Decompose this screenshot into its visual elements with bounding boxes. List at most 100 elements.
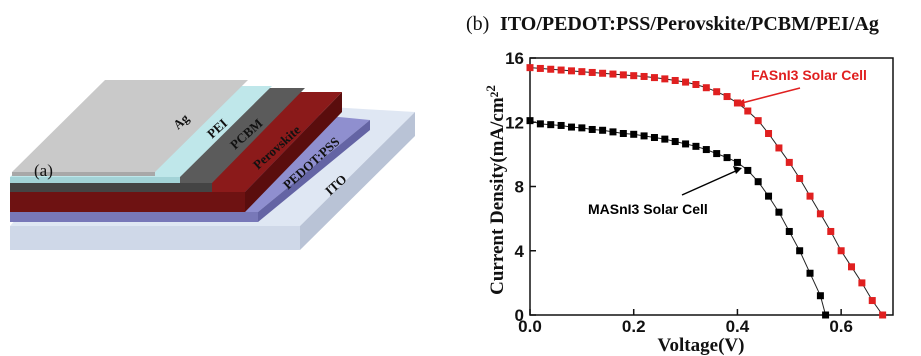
data-point-0 bbox=[547, 65, 555, 73]
data-point-0 bbox=[609, 70, 617, 78]
pcbm-layer-front bbox=[10, 183, 212, 192]
data-point-1 bbox=[785, 227, 793, 235]
data-point-1 bbox=[733, 158, 741, 166]
data-point-1 bbox=[557, 121, 565, 129]
data-point-0 bbox=[837, 247, 845, 255]
data-point-0 bbox=[692, 81, 700, 89]
chart-axes: 0.0 0.2 0.4 0.6 0 4 8 12 16 bbox=[505, 49, 894, 336]
series-layer bbox=[526, 64, 887, 319]
perovskite-layer-side bbox=[245, 92, 342, 212]
data-point-0 bbox=[630, 72, 638, 80]
plot-frame bbox=[529, 57, 894, 316]
series-line-0 bbox=[529, 67, 884, 316]
data-point-1 bbox=[713, 150, 721, 158]
data-point-1 bbox=[578, 124, 586, 132]
data-point-0 bbox=[702, 84, 710, 92]
data-point-0 bbox=[713, 88, 721, 96]
data-point-0 bbox=[868, 297, 876, 305]
data-point-1 bbox=[806, 269, 814, 277]
pei-layer-front bbox=[10, 177, 180, 183]
y-tick-label: 16 bbox=[505, 49, 524, 68]
data-point-0 bbox=[723, 93, 731, 101]
y-axis-label-main: Current Density(mA/cm² bbox=[487, 91, 508, 295]
data-point-0 bbox=[858, 279, 866, 287]
x-tick-label: 0.2 bbox=[622, 317, 646, 336]
annotation-masni3-arrowhead bbox=[733, 166, 742, 174]
data-point-0 bbox=[827, 227, 835, 235]
data-point-1 bbox=[619, 129, 627, 137]
data-point-1 bbox=[526, 117, 534, 125]
data-point-0 bbox=[599, 69, 607, 77]
data-point-1 bbox=[775, 208, 783, 216]
data-point-0 bbox=[650, 74, 658, 82]
data-point-1 bbox=[723, 154, 731, 162]
data-point-0 bbox=[619, 71, 627, 79]
data-point-0 bbox=[640, 72, 648, 80]
data-point-1 bbox=[822, 311, 830, 319]
perovskite-layer-front bbox=[10, 192, 245, 212]
data-point-0 bbox=[567, 67, 575, 75]
data-point-0 bbox=[816, 210, 824, 218]
data-point-1 bbox=[547, 121, 555, 129]
data-point-1 bbox=[671, 138, 679, 146]
y-tick-label: 4 bbox=[515, 242, 525, 261]
x-tick-label: 0.6 bbox=[829, 317, 853, 336]
y-axis-label: Current Density(mA/cm²2 bbox=[483, 85, 508, 295]
y-tick-label: 12 bbox=[505, 113, 524, 132]
pedot-pss-layer-front bbox=[10, 212, 258, 222]
data-point-1 bbox=[796, 247, 804, 255]
data-point-0 bbox=[775, 144, 783, 152]
data-point-1 bbox=[702, 146, 710, 154]
data-point-0 bbox=[578, 68, 586, 76]
device-stack-figure: Ag PEI PCBM Perovskite PEDOT:PSS ITO (a) bbox=[10, 80, 415, 250]
ag-layer-front bbox=[12, 172, 155, 176]
data-point-1 bbox=[692, 142, 700, 150]
data-point-1 bbox=[640, 132, 648, 140]
data-point-0 bbox=[879, 311, 887, 319]
data-point-1 bbox=[765, 192, 773, 200]
y-axis-label-superscript: 2 bbox=[483, 85, 498, 92]
annotation-fasni3-arrowhead bbox=[734, 99, 745, 107]
data-point-0 bbox=[682, 78, 690, 86]
data-point-0 bbox=[526, 64, 534, 72]
data-point-1 bbox=[816, 292, 824, 300]
data-point-1 bbox=[588, 125, 596, 133]
data-point-0 bbox=[848, 263, 856, 271]
data-point-0 bbox=[744, 107, 752, 115]
panel-b-label: (b) bbox=[466, 13, 489, 35]
chart-title: ITO/PEDOT:PSS/Perovskite/PCBM/PEI/Ag bbox=[500, 13, 879, 35]
data-point-0 bbox=[588, 68, 596, 76]
x-tick-label: 0.4 bbox=[726, 317, 750, 336]
data-point-0 bbox=[661, 75, 669, 83]
data-point-1 bbox=[609, 128, 617, 136]
data-point-0 bbox=[671, 76, 679, 84]
data-point-1 bbox=[630, 130, 638, 138]
data-point-1 bbox=[661, 135, 669, 143]
ito-layer-front bbox=[10, 226, 300, 250]
data-point-1 bbox=[567, 123, 575, 131]
y-tick-label: 0 bbox=[515, 306, 524, 325]
annotation-fasni3-arrow bbox=[737, 87, 801, 105]
ito-layer-side bbox=[300, 112, 415, 250]
data-point-0 bbox=[806, 192, 814, 200]
x-axis-label: Voltage(V) bbox=[658, 335, 745, 356]
data-point-0 bbox=[557, 66, 565, 74]
data-point-1 bbox=[536, 120, 544, 128]
annotation-fasni3: FASnI3 Solar Cell bbox=[751, 67, 867, 83]
data-point-1 bbox=[650, 134, 658, 142]
data-point-0 bbox=[765, 129, 773, 137]
panel-a-label: (a) bbox=[34, 161, 53, 180]
data-point-0 bbox=[536, 64, 544, 72]
y-tick-label: 8 bbox=[515, 178, 524, 197]
x-tick-label: 0.0 bbox=[518, 317, 542, 336]
data-point-0 bbox=[754, 117, 762, 125]
data-point-1 bbox=[682, 140, 690, 148]
annotation-masni3-arrow bbox=[681, 169, 739, 196]
ag-layer-top bbox=[12, 80, 248, 172]
pedot-pss-layer-side bbox=[258, 120, 370, 222]
data-point-1 bbox=[754, 178, 762, 186]
data-point-0 bbox=[796, 174, 804, 182]
annotation-masni3: MASnI3 Solar Cell bbox=[588, 201, 708, 217]
data-point-1 bbox=[599, 126, 607, 134]
